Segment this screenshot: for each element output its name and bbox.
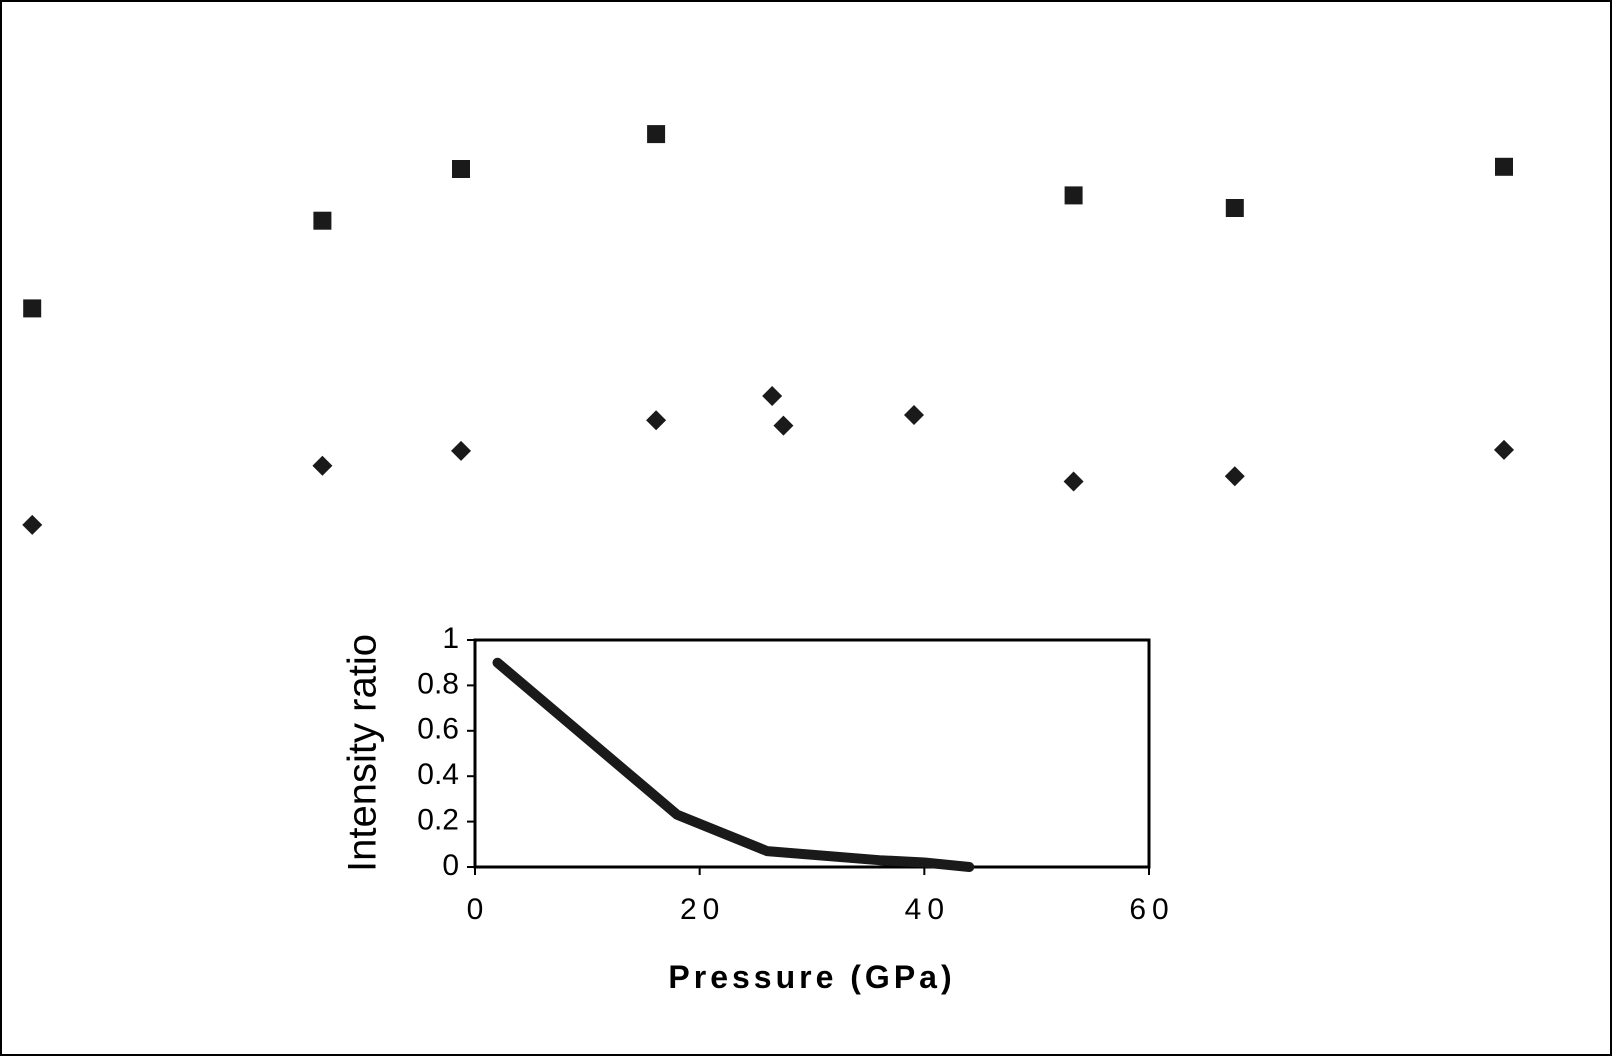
inset-axis-ticks: 0 0.2 0.4 0.6 0.8 1 0 20 40 60 (417, 622, 1174, 926)
inset-chart: 0 0.2 0.4 0.6 0.8 1 0 20 40 60 Intensity ratio Pr… (341, 622, 1174, 995)
square-marker (1495, 157, 1513, 176)
square-marker (1064, 186, 1083, 205)
diamond-marker (1493, 439, 1514, 460)
diamond-marker (312, 455, 333, 476)
y-tick-label: 0.4 (417, 758, 459, 791)
square-marker (23, 299, 42, 318)
diamond-marker (1063, 471, 1084, 492)
square-marker (452, 160, 470, 178)
diamond-marker (451, 440, 472, 461)
diamond-marker (22, 514, 43, 535)
main-scatter-plot (22, 125, 1514, 535)
inset-x-axis-label: Pressure (GPa) (668, 959, 955, 995)
inset-plot-frame (473, 638, 1151, 869)
inset-line-layer (492, 657, 975, 872)
diamond-marker (773, 415, 794, 436)
x-tick-label: 0 (467, 893, 490, 926)
square-marker (313, 211, 332, 230)
y-tick-label: 0 (442, 849, 459, 882)
x-tick-label: 20 (680, 893, 725, 926)
intensity-ratio-line (492, 657, 975, 872)
x-tick-label: 40 (905, 893, 950, 926)
y-tick-label: 0.6 (417, 713, 459, 746)
diamond-marker (1224, 466, 1245, 487)
diamond-marker (904, 405, 925, 426)
diamond-marker (762, 386, 783, 406)
square-marker (647, 125, 666, 144)
inset-y-axis-label: Intensity ratio (341, 634, 385, 872)
y-tick-label: 1 (442, 622, 459, 655)
diamond-marker (646, 410, 667, 431)
x-tick-label: 60 (1129, 893, 1174, 926)
y-tick-label: 0.2 (417, 804, 459, 837)
square-marker (1225, 199, 1244, 217)
y-tick-label: 0.8 (417, 667, 459, 700)
